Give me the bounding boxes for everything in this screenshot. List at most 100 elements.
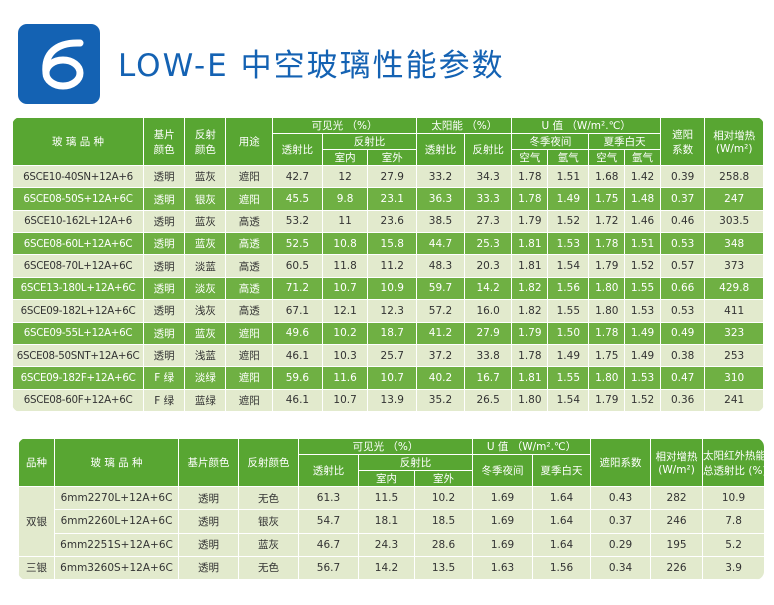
table-cell: 45.5 [272, 187, 323, 211]
table-cell: 27.3 [463, 209, 513, 234]
product-cell: 6mm2251S+12A+6C [54, 532, 179, 557]
table-cell: 226 [650, 555, 704, 580]
table-cell: 15.8 [367, 232, 418, 256]
table-cell: 蓝灰 [184, 321, 227, 345]
table-cell: 1.42 [624, 164, 661, 189]
table-cell: 1.81 [511, 366, 549, 390]
product-cell: 6SCE09-182F+12A+6C [12, 366, 145, 390]
table-cell: 16.7 [463, 366, 513, 390]
table-cell: 20.3 [463, 254, 513, 278]
header-visible-light: 可见光 （%） [297, 438, 474, 455]
table-cell: 1.52 [547, 209, 590, 234]
product-cell: 6SCE10-162L+12A+6 [12, 209, 145, 234]
table-cell: 46.1 [272, 388, 323, 412]
product-cell: 6SCE08-50SNT+12A+6C [12, 343, 145, 368]
table-cell: 10.7 [367, 366, 418, 390]
header-ir-transmit: 太阳红外热能 总透射比 (%) [702, 438, 764, 487]
table-cell: 1.49 [547, 187, 590, 211]
table-cell: 1.54 [547, 254, 590, 278]
table-cell: 1.78 [588, 232, 626, 256]
header-reflect: 反射比 [321, 133, 418, 150]
table-cell: 0.34 [590, 555, 652, 580]
table-cell: 1.48 [624, 187, 661, 211]
glass-parameter-table: 玻 璃 品 种 基片 颜色 反射 颜色 用途 可见光 （%） 太阳能 （%） U 值… [12, 117, 764, 412]
table-cell: 透明 [143, 254, 186, 278]
table-cell: 34.3 [463, 164, 513, 189]
table-cell: 25.3 [463, 232, 513, 256]
table-cell: 1.69 [472, 509, 534, 534]
header-air: 空气 [588, 149, 626, 166]
table-cell: 71.2 [272, 276, 323, 301]
table-cell: 282 [650, 485, 704, 511]
table-cell: 高透 [225, 276, 274, 301]
table-row: 6SCE10-40SN+12A+6 透明 蓝灰 遮阳 42.7 12 27.9 33.2 34.… [12, 164, 764, 189]
header-argon: 氩气 [624, 149, 661, 166]
header-product: 玻 璃 品 种 [12, 117, 145, 166]
table-row: 6mm2251S+12A+6C 透明 蓝灰 46.7 24.3 28.6 1.69 1.64 0… [19, 532, 764, 557]
table-cell: 高透 [225, 209, 274, 234]
table-cell: 遮阳 [225, 164, 274, 189]
table-cell: 蓝灰 [238, 532, 299, 557]
table-cell: 33.3 [463, 187, 513, 211]
table-cell: 11.8 [321, 254, 369, 278]
table-row: 6SCE09-182F+12A+6C F 绿淡绿 遮阳 59.6 11.6 10.7 40.… [12, 366, 764, 390]
header-heat-gain: 相对增热 (W/m²) [704, 117, 764, 166]
table-cell: 无色 [238, 555, 299, 580]
product-cell: 6SCE09-55L+12A+6C [12, 321, 145, 345]
kind-cell: 双银 [18, 486, 55, 557]
table-cell: 303.5 [704, 209, 764, 234]
table-cell: 38.5 [416, 209, 465, 234]
table-cell: 11.6 [321, 366, 369, 390]
table-cell: 1.46 [624, 209, 661, 234]
table-cell: 23.6 [367, 209, 418, 234]
table-cell: 53.2 [272, 209, 323, 234]
table-cell: 1.78 [588, 321, 626, 345]
table-cell: 0.49 [659, 321, 706, 345]
table-cell: 1.79 [511, 209, 549, 234]
table-cell: 1.80 [511, 388, 549, 412]
table-cell: 透明 [143, 343, 186, 368]
table-cell: 遮阳 [225, 366, 274, 390]
table-cell: 1.55 [624, 276, 661, 301]
table-cell: 透明 [178, 532, 239, 557]
table-cell: 10.2 [413, 485, 474, 511]
table-cell: 1.56 [532, 555, 592, 580]
table-cell: 18.7 [367, 321, 418, 345]
table-row: 双银 6mm2270L+12A+6C 透明 无色 61.3 11.5 10.2 1.69 1.6… [18, 485, 764, 557]
table-cell: 透明 [178, 485, 239, 511]
table-cell: 13.9 [367, 388, 418, 412]
header-transmit: 透射比 [272, 133, 323, 166]
table-cell: 1.54 [547, 388, 590, 412]
table-cell: 310 [704, 366, 764, 390]
kind-cell: 三银 [18, 555, 55, 580]
table-cell: 高透 [225, 232, 274, 256]
table-cell: 1.78 [511, 164, 549, 189]
table-cell: 透明 [143, 187, 186, 211]
table-cell: 遮阳 [225, 343, 274, 368]
table-cell: 1.78 [511, 343, 549, 368]
table-cell: 0.46 [659, 209, 706, 234]
table-cell: 42.7 [272, 164, 323, 189]
table-cell: 0.66 [659, 276, 706, 301]
table-cell: 1.69 [472, 532, 534, 557]
table-cell: 9.8 [321, 187, 369, 211]
table-cell: 5.2 [702, 532, 764, 557]
product-cell: 6SCE10-40SN+12A+6 [12, 164, 145, 189]
header-reflect-color: 反射颜色 [238, 438, 299, 487]
table-cell: 遮阳 [225, 388, 274, 412]
table-cell: 33.8 [463, 343, 513, 368]
header-winter-night: 冬季夜间 [472, 454, 534, 487]
header-reflect: 反射比 [357, 454, 474, 471]
table-cell: 23.1 [367, 187, 418, 211]
table-cell: 0.43 [590, 485, 652, 511]
table-cell: 12.1 [321, 299, 369, 323]
table-cell: 46.1 [272, 343, 323, 368]
table-cell: 41.2 [416, 321, 465, 345]
table-cell: 遮阳 [225, 321, 274, 345]
table-cell: 28.6 [413, 532, 474, 557]
table-row: 6SCE09-182L+12A+6C 透明 浅灰 高透 67.1 12.1 12.3 57.2… [12, 299, 764, 323]
table-cell: 0.36 [659, 388, 706, 412]
table-cell: 遮阳 [225, 187, 274, 211]
table-cell: 323 [704, 321, 764, 345]
table-cell: 1.80 [588, 299, 626, 323]
